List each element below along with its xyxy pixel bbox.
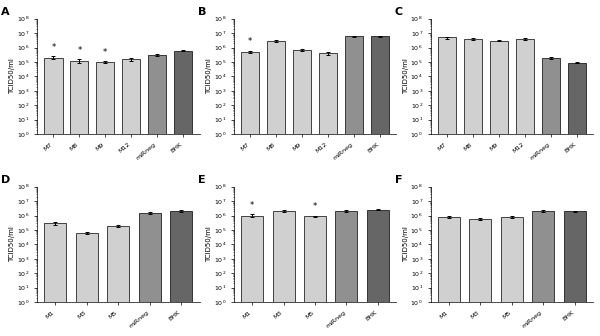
Bar (70, 61, 88, 336)
Bar (170, 211, 192, 336)
Bar (174, 51, 192, 336)
Bar (438, 38, 456, 336)
Bar (44, 58, 62, 336)
Bar (501, 217, 523, 336)
Y-axis label: TCID50/ml: TCID50/ml (10, 226, 16, 262)
Y-axis label: TCID50/ml: TCID50/ml (206, 58, 212, 94)
Bar (96, 62, 115, 336)
Text: D: D (1, 175, 11, 185)
Bar (319, 53, 337, 336)
Y-axis label: TCID50/ml: TCID50/ml (206, 226, 212, 262)
Text: *: * (313, 202, 317, 211)
Text: A: A (1, 7, 10, 17)
Bar (272, 211, 295, 336)
Text: B: B (198, 7, 206, 17)
Text: *: * (77, 46, 82, 55)
Bar (293, 50, 311, 336)
Bar (122, 59, 140, 336)
Bar (107, 226, 129, 336)
Bar (563, 211, 586, 336)
Bar (367, 210, 389, 336)
Bar (44, 223, 67, 336)
Bar (345, 36, 363, 336)
Bar (438, 217, 460, 336)
Bar (241, 52, 259, 336)
Bar (464, 39, 482, 336)
Bar (304, 216, 326, 336)
Bar (568, 62, 586, 336)
Y-axis label: TCID50/ml: TCID50/ml (10, 58, 16, 94)
Bar (469, 219, 491, 336)
Bar (371, 36, 389, 336)
Text: F: F (395, 175, 403, 185)
Text: *: * (52, 43, 56, 52)
Text: C: C (395, 7, 403, 17)
Y-axis label: TCID50/ml: TCID50/ml (403, 226, 409, 262)
Bar (148, 55, 166, 336)
Bar (542, 58, 560, 336)
Text: *: * (248, 37, 253, 46)
Bar (241, 216, 263, 336)
Text: *: * (103, 47, 107, 56)
Y-axis label: TCID50/ml: TCID50/ml (403, 58, 409, 94)
Bar (515, 39, 534, 336)
Bar (532, 211, 554, 336)
Text: *: * (250, 201, 254, 210)
Bar (335, 211, 358, 336)
Bar (267, 41, 285, 336)
Bar (76, 233, 98, 336)
Bar (490, 41, 508, 336)
Text: E: E (198, 175, 206, 185)
Bar (139, 213, 161, 336)
